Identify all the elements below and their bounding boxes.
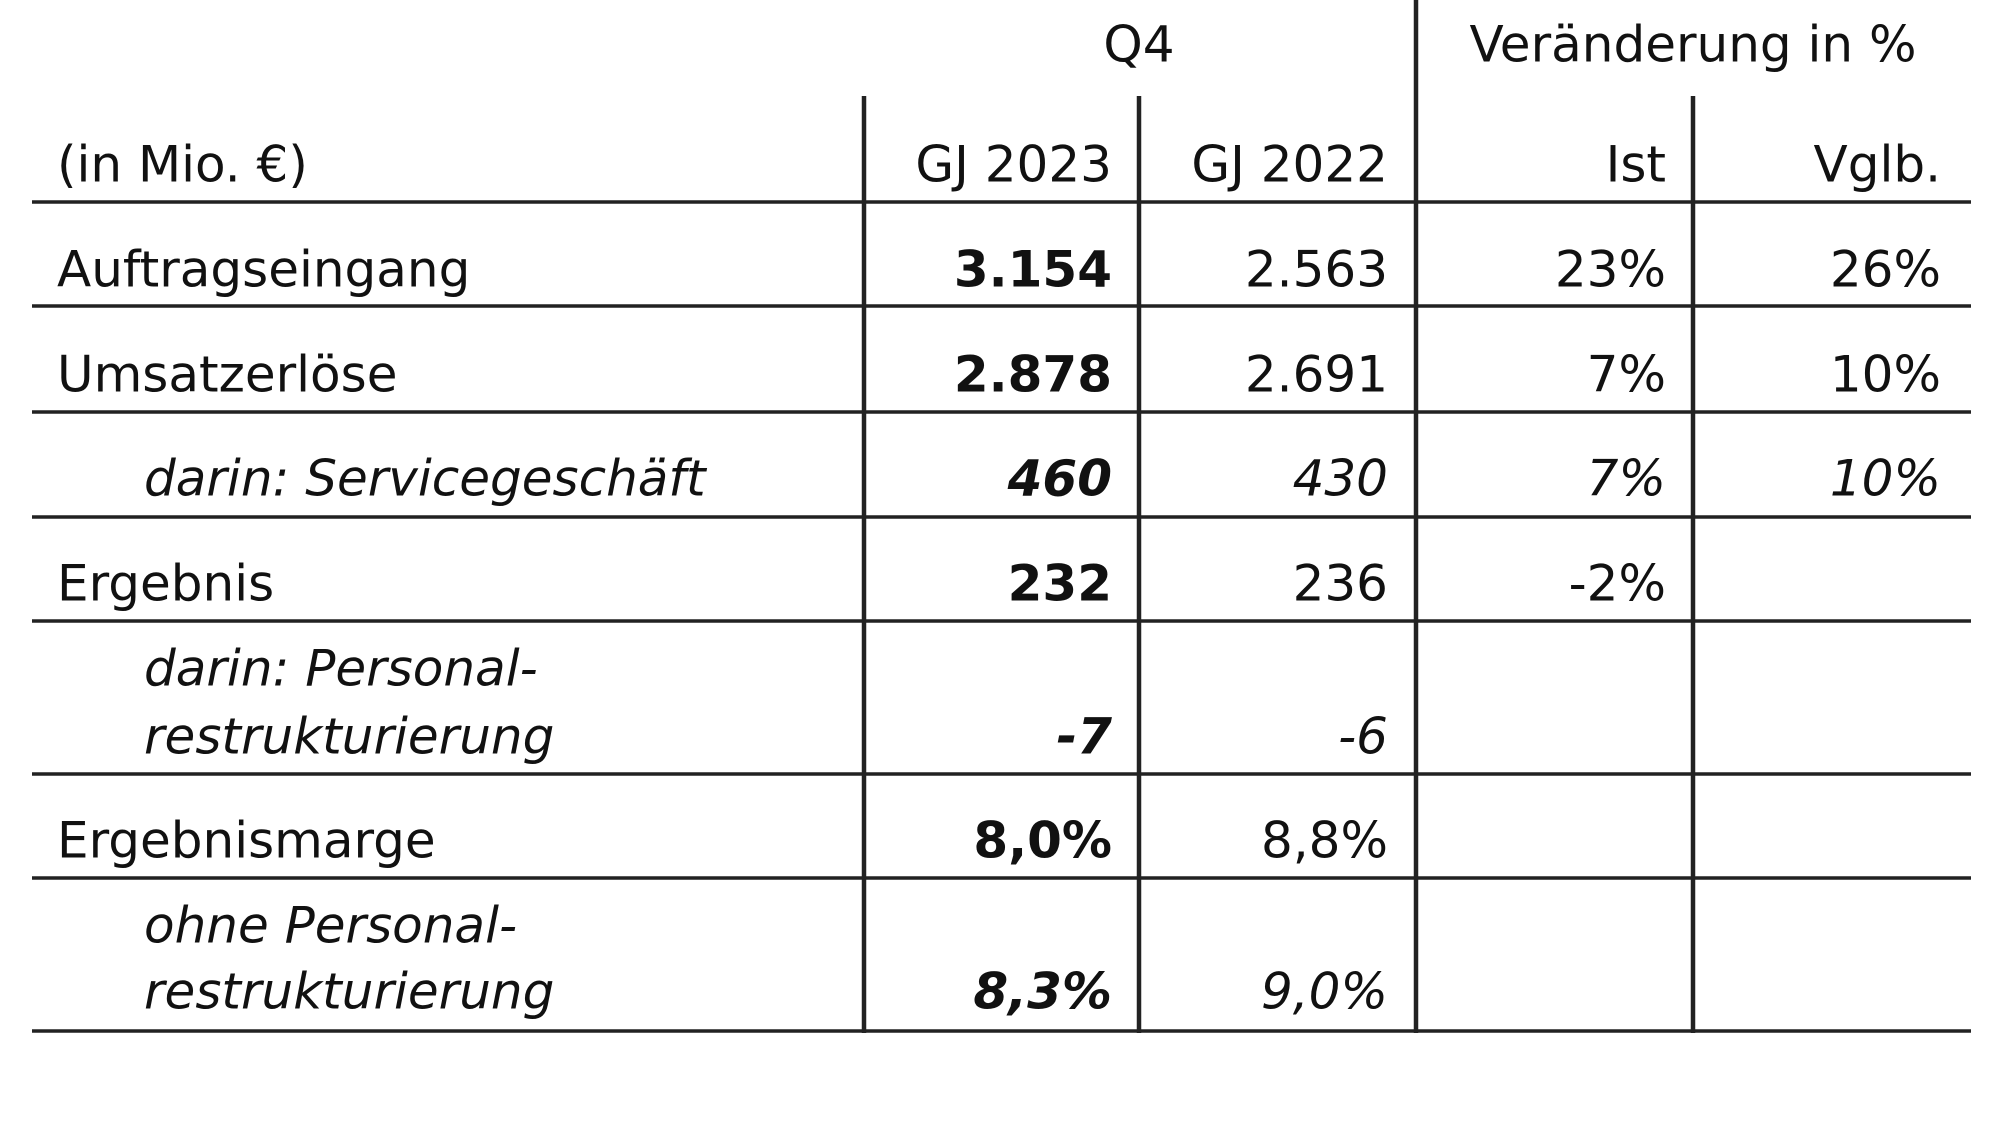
cell-value: 7% <box>1587 450 1666 508</box>
cell-value: 10% <box>1830 450 1941 508</box>
cell-value: 460 <box>1007 450 1112 508</box>
cell-value: 26% <box>1830 241 1941 299</box>
cell-value: 2.563 <box>1245 241 1388 299</box>
cell-value: 2.878 <box>954 346 1112 404</box>
column-header: Ist <box>1606 136 1666 194</box>
row-label: Umsatzerlöse <box>57 346 397 404</box>
cell-value: 7% <box>1587 346 1666 404</box>
cell-value: 232 <box>1008 555 1112 613</box>
row-label: Ergebnis <box>57 555 274 613</box>
cell-value: 2.691 <box>1245 346 1388 404</box>
row-label: darin: Personal- <box>144 640 538 698</box>
cell-value: 3.154 <box>954 241 1112 299</box>
cell-value: 8,0% <box>973 812 1112 870</box>
row-label: ohne Personal- <box>144 897 517 955</box>
unit-label: (in Mio. €) <box>57 136 308 194</box>
cell-value: -2% <box>1569 555 1666 613</box>
column-header: GJ 2023 <box>915 136 1112 194</box>
row-label: restrukturierung <box>144 708 554 766</box>
column-header: Vglb. <box>1814 136 1941 194</box>
group-header: Veränderung in % <box>1469 16 1916 74</box>
row-label: Ergebnismarge <box>57 812 436 870</box>
cell-value: -6 <box>1338 708 1388 766</box>
cell-value: 430 <box>1293 450 1388 508</box>
cell-value: 8,3% <box>973 963 1112 1021</box>
row-label: Auftragseingang <box>57 241 470 299</box>
row-label: darin: Servicegeschäft <box>144 450 708 508</box>
cell-value: -7 <box>1056 708 1112 766</box>
column-header: GJ 2022 <box>1191 136 1388 194</box>
cell-value: 8,8% <box>1261 812 1388 870</box>
cell-value: 236 <box>1293 555 1388 613</box>
cell-value: 10% <box>1830 346 1941 404</box>
group-header: Q4 <box>1103 16 1174 74</box>
row-label: restrukturierung <box>144 963 554 1021</box>
cell-value: 23% <box>1555 241 1666 299</box>
cell-value: 9,0% <box>1261 963 1388 1021</box>
